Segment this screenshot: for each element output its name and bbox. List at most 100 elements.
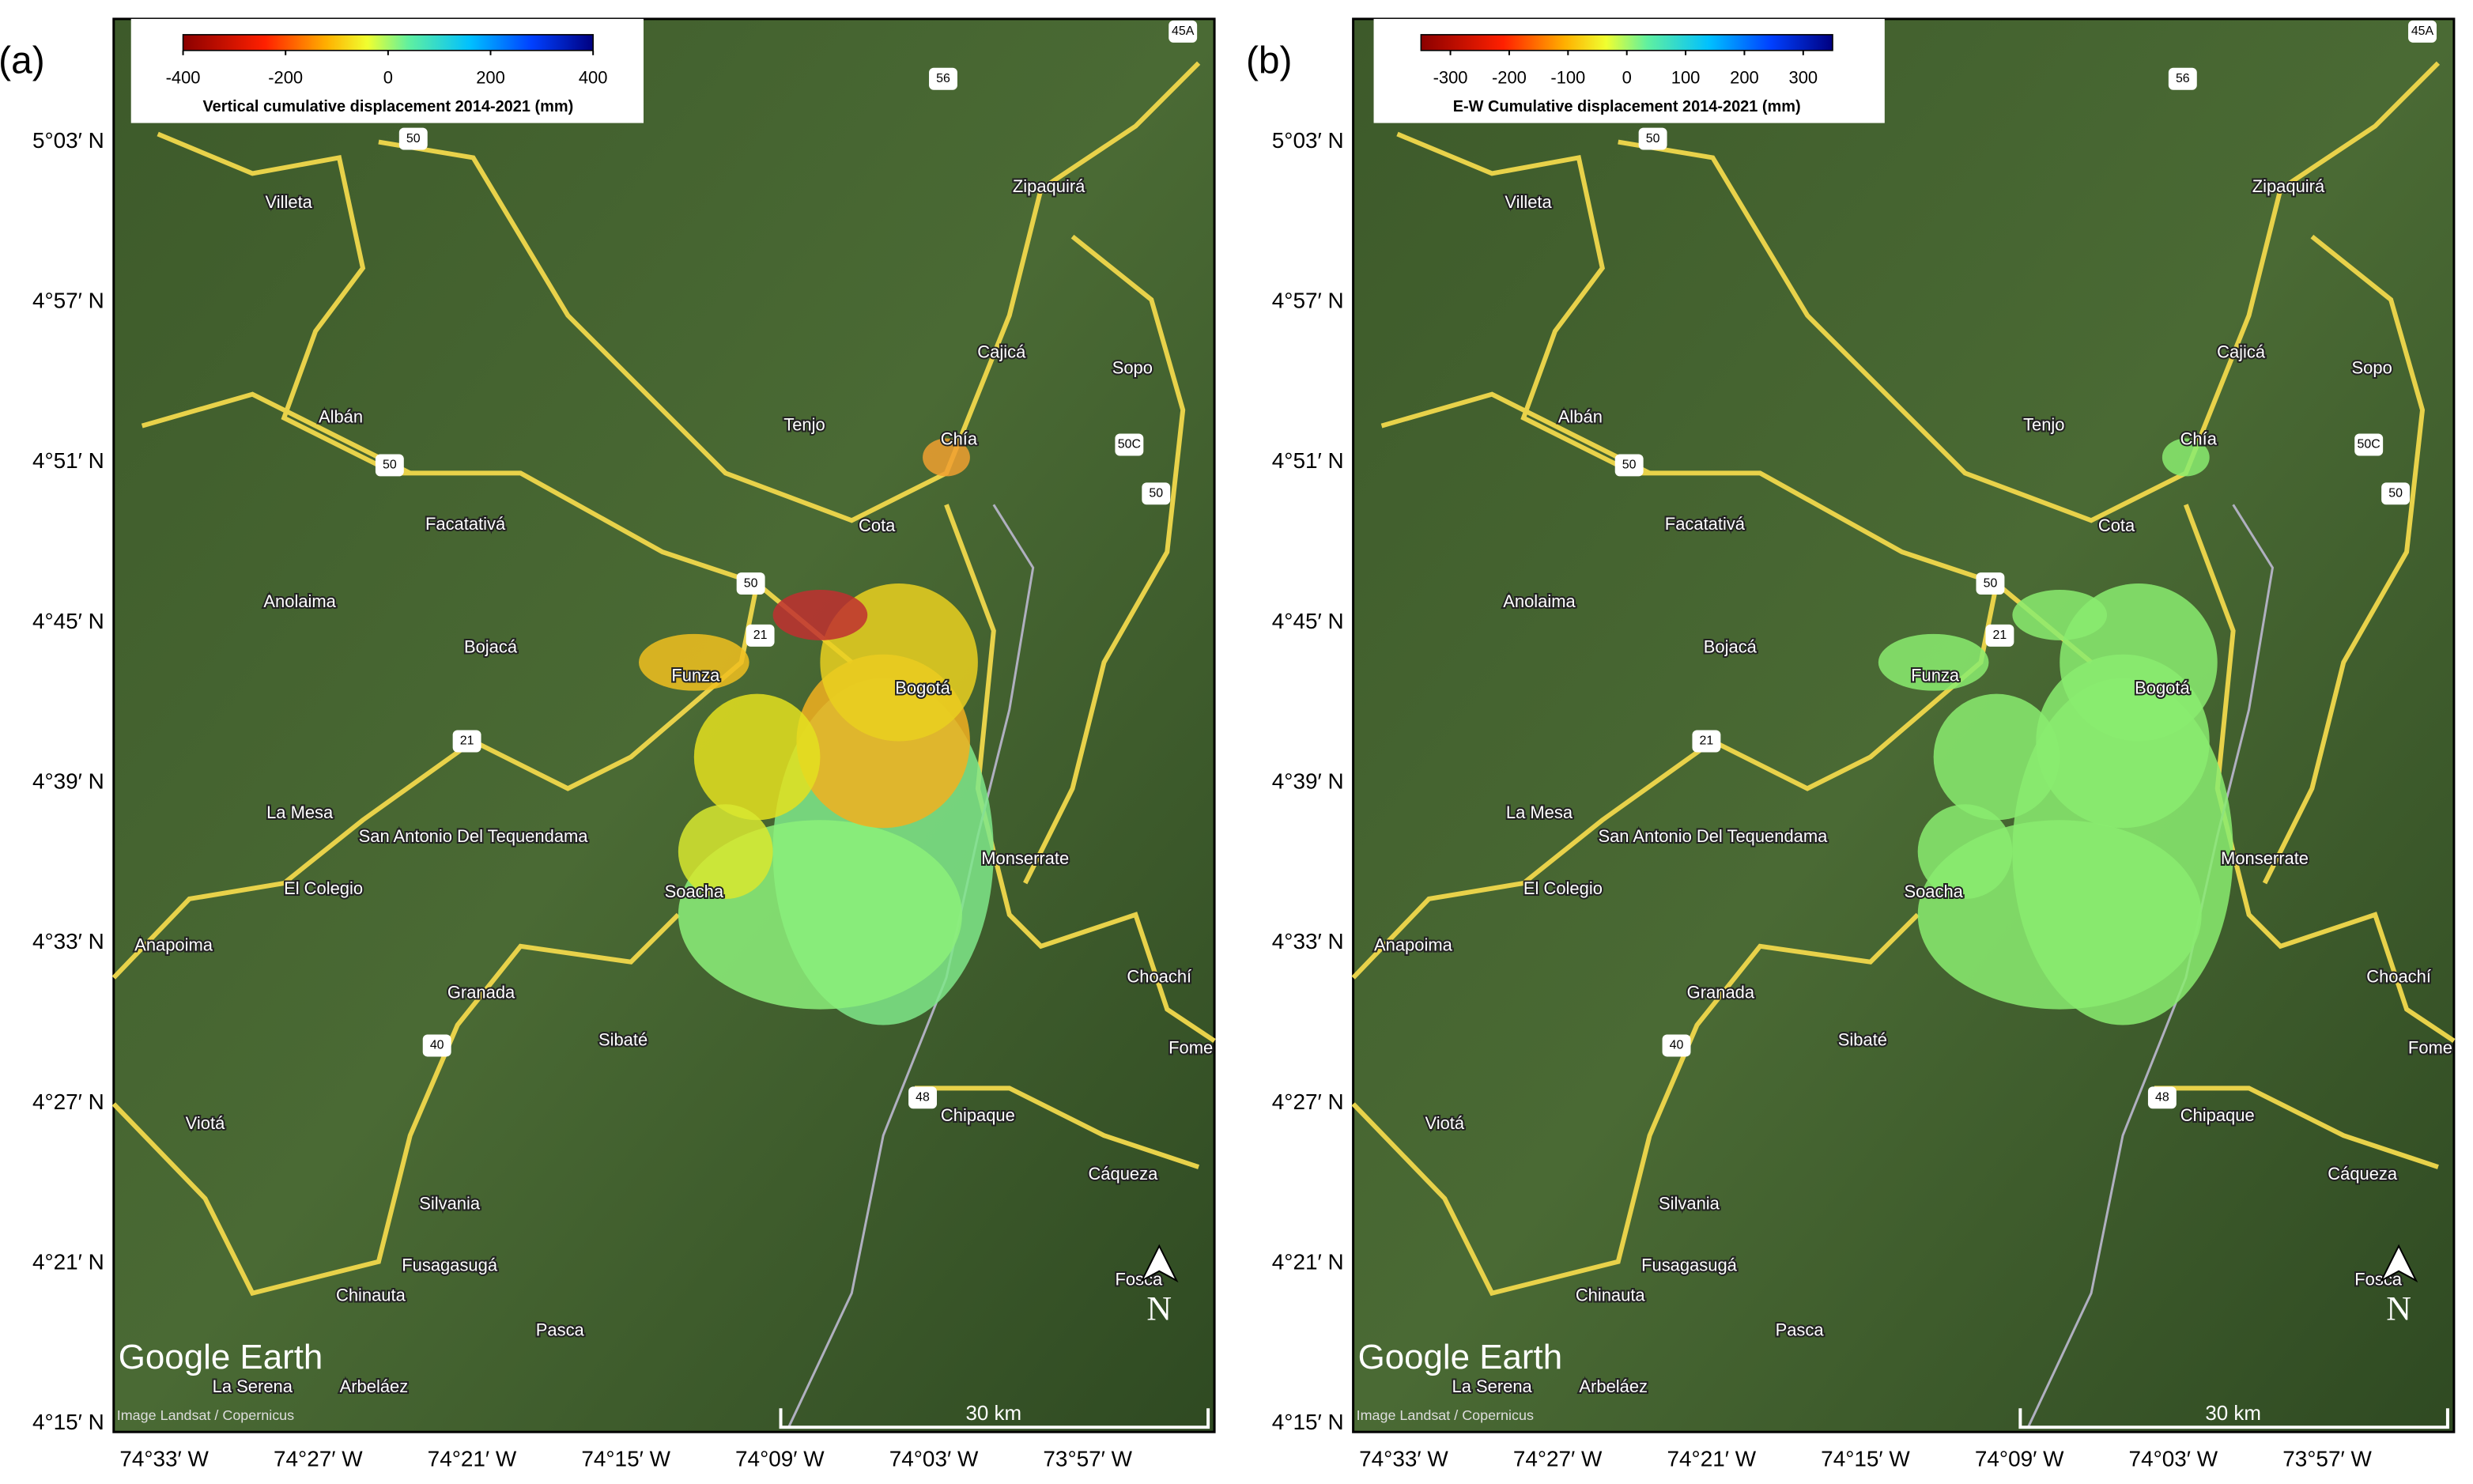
place-label: Bogotá	[2135, 678, 2190, 697]
road-shield	[2381, 482, 2411, 505]
lat-tick-label: 4°27′ N	[1272, 1089, 1344, 1114]
panel-label: (a)	[0, 40, 45, 81]
road-shield	[398, 127, 428, 150]
road-label: 50	[1646, 132, 1660, 145]
panel-label: (b)	[1246, 40, 1293, 81]
road	[2154, 1086, 2439, 1169]
lon-tick-label: 74°03′ W	[889, 1446, 979, 1471]
place-label: Anolaima	[1503, 591, 1576, 611]
lat-tick-label: 4°45′ N	[32, 609, 104, 633]
road-label: 50	[383, 459, 397, 472]
displacement-points	[772, 590, 868, 640]
colorbar-tick-label: 200	[476, 68, 505, 88]
lat-tick-label: 4°27′ N	[32, 1089, 104, 1114]
watermark: Google Earth	[1358, 1338, 1563, 1376]
colorbar-tick-label: -200	[268, 68, 303, 88]
lat-tick-label: 4°45′ N	[1272, 609, 1344, 633]
road-label: 50	[744, 576, 758, 590]
place-label: Sibaté	[598, 1029, 648, 1049]
place-label: San Antonio Del Tequendama	[359, 826, 589, 846]
road-label: 50	[1149, 487, 1163, 500]
colorbar-tick-label: 100	[1671, 68, 1701, 88]
north-label: N	[2386, 1290, 2411, 1328]
place-label: Zipaquirá	[1013, 176, 1085, 196]
place-label: Choachí	[1127, 967, 1191, 987]
colorbar	[1420, 34, 1833, 51]
place-label: El Colegio	[1523, 878, 1603, 898]
road	[1396, 131, 2094, 665]
place-label: Cajicá	[2217, 342, 2266, 362]
place-label: Granada	[447, 982, 515, 1002]
place-label: Chinauta	[336, 1285, 406, 1305]
road-label: 45A	[1172, 25, 1195, 38]
road-label: 50C	[2358, 438, 2380, 451]
road-label: 50	[406, 132, 421, 145]
place-label: Anapoima	[1374, 935, 1453, 955]
road	[111, 912, 680, 1297]
road-shield	[1614, 454, 1644, 477]
place-label: Fusagasugá	[1641, 1256, 1738, 1275]
displacement-points	[639, 633, 749, 691]
place-label: Cota	[2098, 515, 2135, 535]
road	[2183, 504, 2456, 1043]
place-label: Fome	[1169, 1037, 1213, 1057]
road-shield	[1985, 624, 2014, 647]
place-label: Albán	[319, 406, 363, 426]
place-label: San Antonio Del Tequendama	[1598, 826, 1828, 846]
place-label: Arbeláez	[1579, 1376, 1648, 1396]
lon-tick-label: 73°57′ W	[1043, 1446, 1132, 1471]
lat-tick-label: 4°15′ N	[1272, 1410, 1344, 1434]
place-label: Bojacá	[464, 637, 518, 657]
road-label: 56	[936, 72, 950, 85]
place-label: Fusagasugá	[402, 1256, 498, 1275]
road-shield	[1976, 572, 2005, 595]
displacement-points	[693, 693, 821, 821]
place-label: La Mesa	[266, 802, 334, 822]
place-label: Soacha	[665, 882, 724, 901]
place-label: Chipaque	[941, 1105, 1015, 1125]
road-shield	[2354, 433, 2384, 456]
lon-tick-label: 74°03′ W	[2129, 1446, 2218, 1471]
lat-tick-label: 4°21′ N	[1272, 1250, 1344, 1274]
displacement-points	[1878, 633, 1989, 691]
credit: Image Landsat / Copernicus	[1357, 1407, 1534, 1423]
displacement-points	[2162, 438, 2210, 477]
lat-tick-label: 4°57′ N	[32, 289, 104, 313]
map-panel: 45A 56 50 50 50 21 21 40 48 50C 50 Villeta Zipaquirá…	[0, 17, 1216, 1471]
place-label: Tenjo	[783, 414, 825, 434]
place-label: Chipaque	[2180, 1105, 2255, 1125]
place-label: Cajicá	[977, 342, 1026, 362]
lat-tick-label: 4°51′ N	[1272, 448, 1344, 473]
scale-label: 30 km	[966, 1403, 1022, 1425]
lon-tick-label: 74°21′ W	[428, 1446, 517, 1471]
road-label: 48	[916, 1091, 930, 1105]
lon-tick-label: 74°09′ W	[735, 1446, 825, 1471]
colorbar-tick-label: -100	[1550, 68, 1585, 88]
road	[1351, 912, 1920, 1297]
lat-tick-label: 4°39′ N	[32, 769, 104, 794]
map-panel: 45A 56 50 50 50 21 21 40 48 50C 50 Villeta Zipaquirá…	[1246, 17, 2456, 1471]
place-label: Arbeláez	[340, 1376, 409, 1396]
road	[378, 61, 1201, 523]
road-shield	[2147, 1086, 2177, 1109]
road-label: 50	[1622, 459, 1637, 472]
place-label: Chinauta	[1576, 1285, 1646, 1305]
road-shield	[422, 1034, 451, 1057]
place-label: Choachí	[2366, 967, 2431, 987]
place-label: Soacha	[1904, 882, 1963, 901]
scale-bar	[779, 1408, 1210, 1429]
colorbar-tick-label: 400	[579, 68, 608, 88]
colorbar	[182, 34, 594, 51]
satellite-map	[112, 17, 1216, 1433]
road-label: 50	[2388, 487, 2403, 500]
road-label: 45A	[2411, 25, 2434, 38]
lat-tick-label: 4°15′ N	[32, 1410, 104, 1434]
place-label: Sopo	[1112, 358, 1153, 378]
lon-tick-label: 74°21′ W	[1667, 1446, 1757, 1471]
place-label: Chía	[2180, 429, 2218, 448]
place-label: Fome	[2408, 1037, 2452, 1057]
colorbar-tick-label: -200	[1492, 68, 1527, 88]
road-shield	[1115, 433, 1144, 456]
lat-tick-label: 5°03′ N	[32, 128, 104, 153]
place-label: Granada	[1687, 982, 1755, 1002]
